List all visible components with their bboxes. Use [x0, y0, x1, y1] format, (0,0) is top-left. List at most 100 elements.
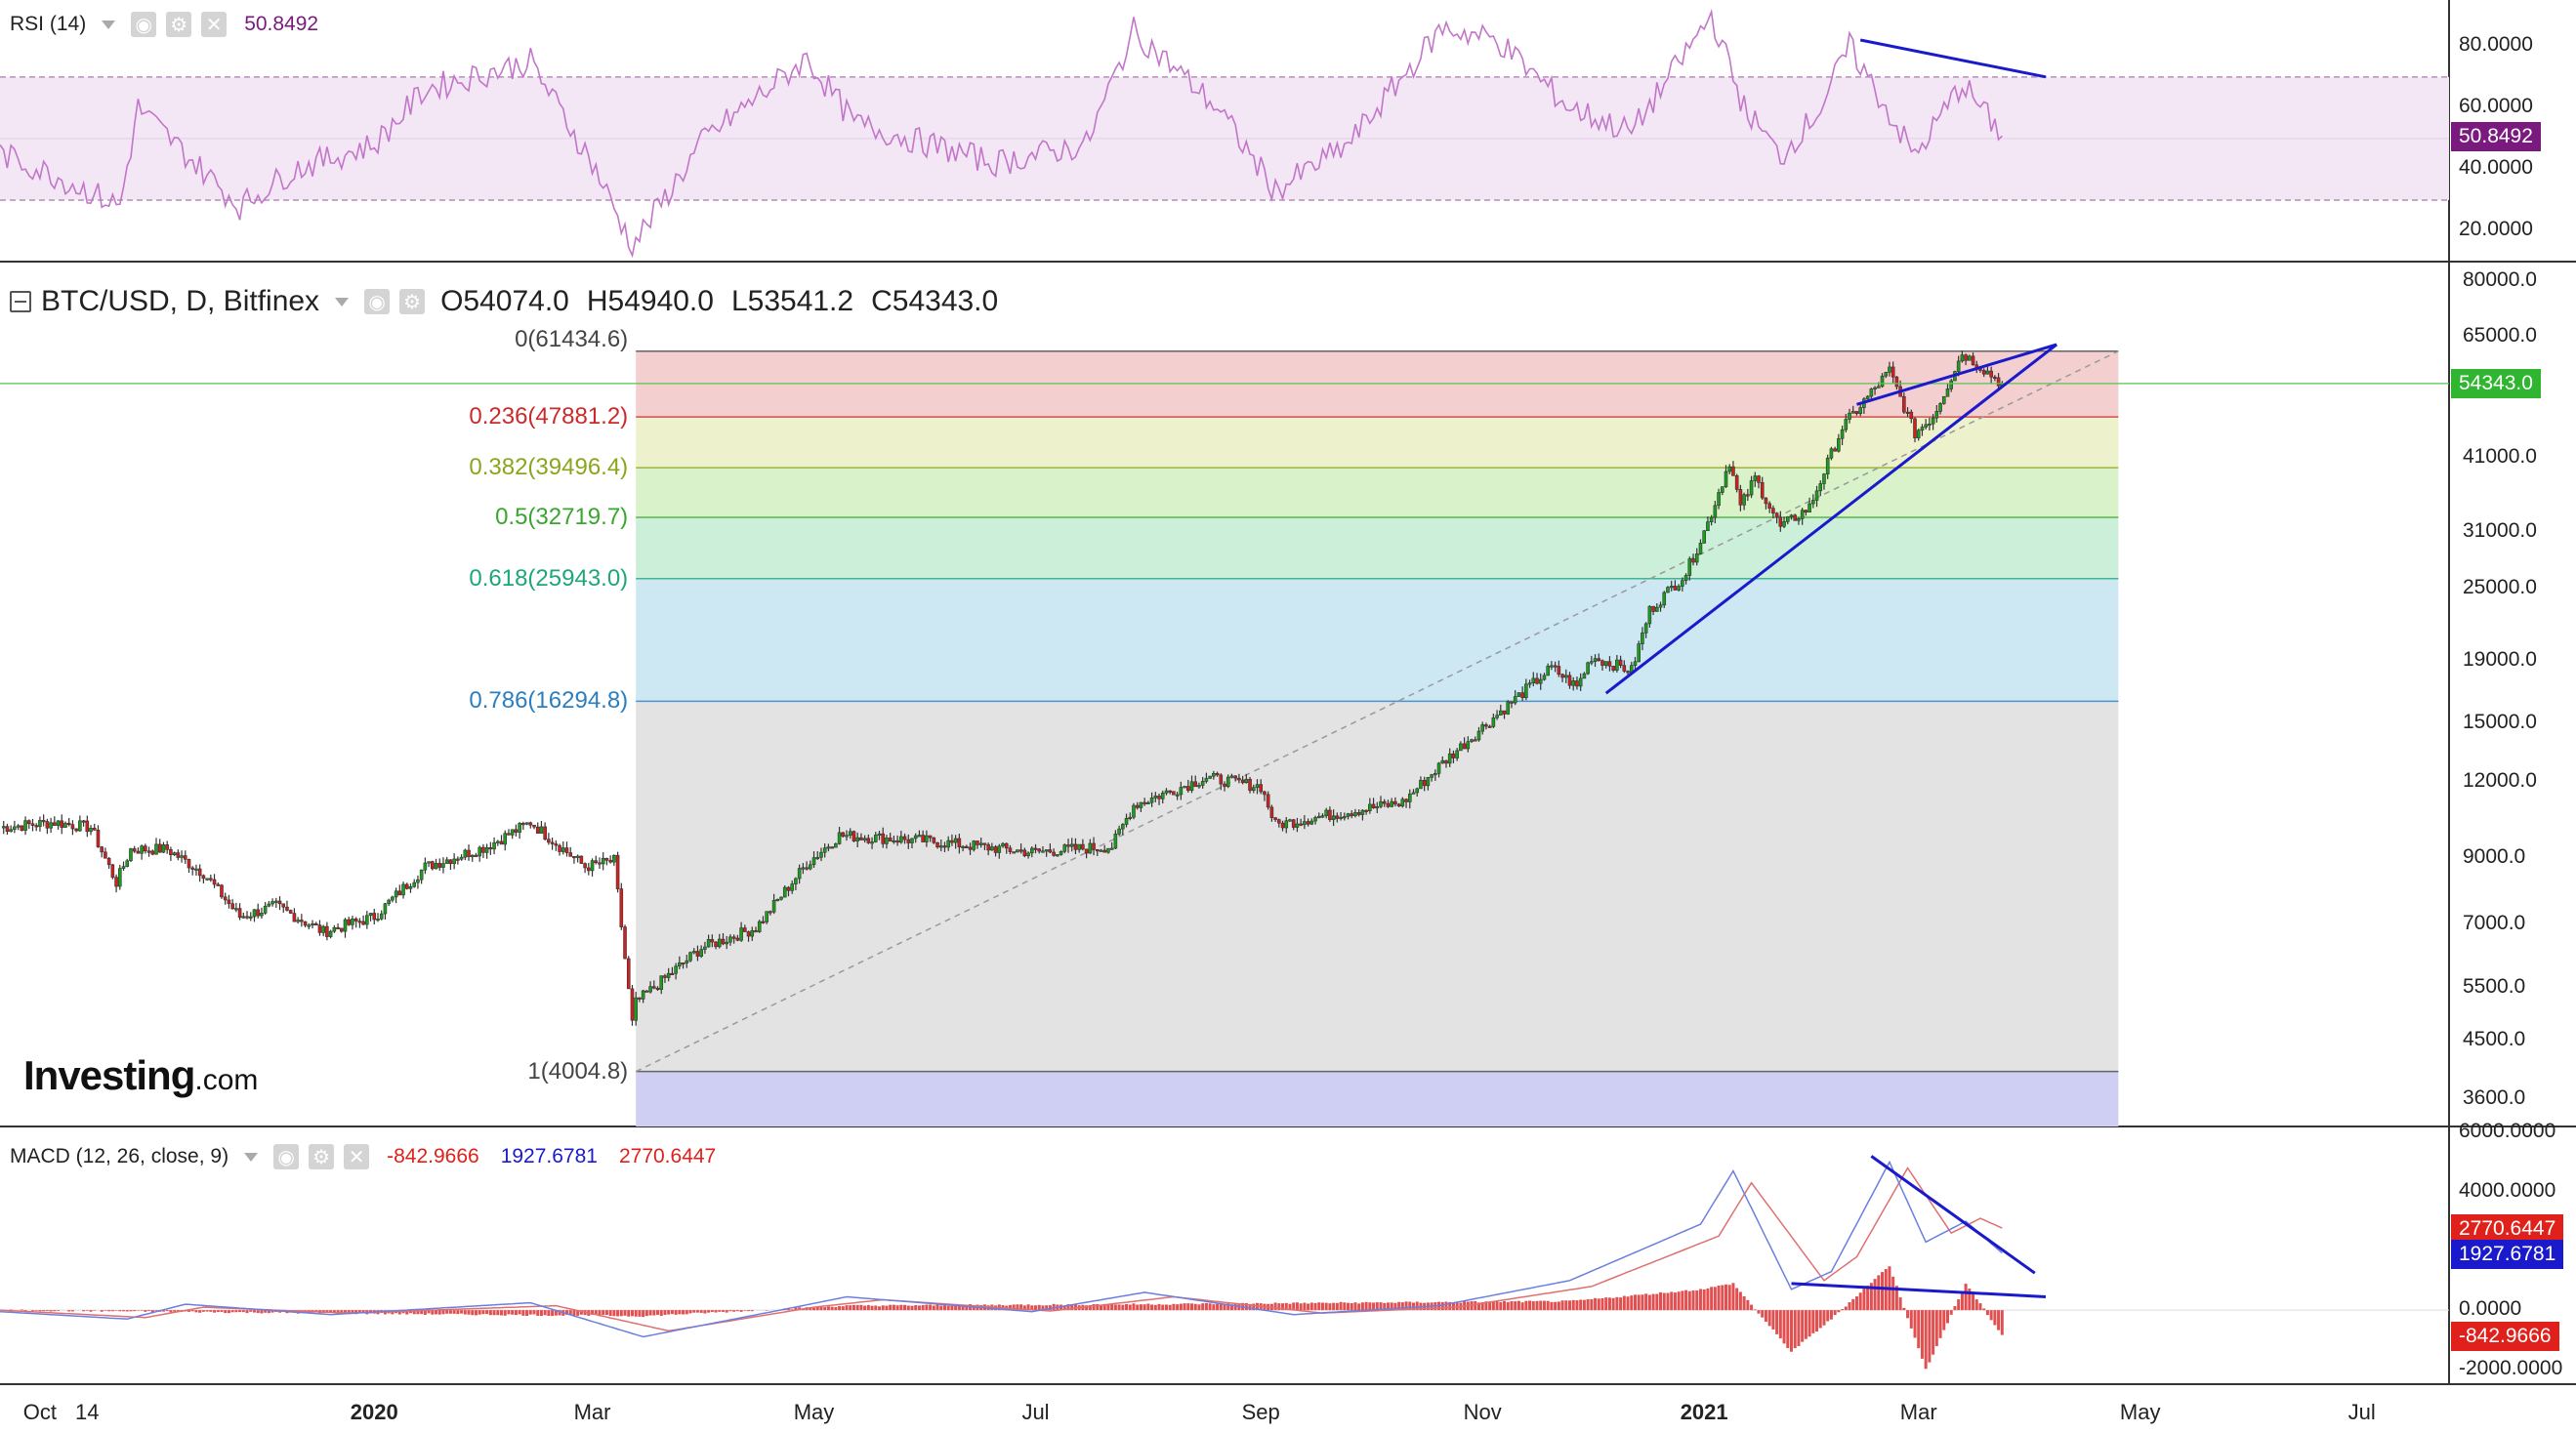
macd-histogram-bar: [1622, 1295, 1626, 1311]
candle: [1717, 492, 1721, 507]
candle: [1771, 508, 1775, 514]
candle: [1255, 784, 1260, 789]
candle: [859, 837, 863, 840]
candle: [1066, 844, 1070, 847]
price-axis-label: 80000.0: [2463, 268, 2537, 292]
macd-histogram-bar: [1212, 1304, 1216, 1311]
candle: [782, 886, 787, 898]
trendlines[interactable]: [1604, 38, 2058, 1298]
candle: [695, 951, 700, 957]
candle: [598, 862, 602, 865]
candle: [1088, 842, 1093, 854]
macd-axis-label: 6000.0000: [2459, 1120, 2556, 1143]
close-icon[interactable]: ✕: [344, 1144, 370, 1169]
macd-histogram-bar: [532, 1310, 536, 1315]
macd-histogram-bar: [361, 1310, 365, 1314]
macd-histogram-bar: [1281, 1303, 1285, 1311]
macd-histogram-bar: [1368, 1302, 1372, 1311]
gear-icon[interactable]: ⚙: [399, 289, 426, 314]
collapse-icon[interactable]: [10, 291, 31, 312]
candle: [1193, 781, 1198, 788]
macd-histogram-bar: [260, 1310, 264, 1314]
candle: [678, 962, 682, 967]
candle: [427, 861, 431, 864]
candle: [638, 997, 642, 1000]
macd-histogram-bar: [220, 1310, 224, 1312]
macd-histogram-bar: [1590, 1298, 1594, 1311]
candle: [34, 825, 39, 828]
macd-legend[interactable]: MACD (12, 26, close, 9) ◉ ⚙ ✕ -842.9666 1…: [10, 1144, 716, 1169]
candle: [1160, 793, 1165, 799]
candle: [456, 858, 460, 861]
candle: [615, 854, 620, 889]
price-legend[interactable]: BTC/USD, D, Bitfinex ◉ ⚙ O54074.0 H54940.…: [10, 285, 1016, 318]
macd-histogram-bar: [1575, 1300, 1579, 1311]
close-icon[interactable]: ✕: [201, 12, 228, 37]
macd-histogram-bar: [1764, 1310, 1767, 1323]
macd-histogram-bar: [1702, 1289, 1706, 1311]
candle: [154, 843, 158, 855]
chevron-down-icon[interactable]: [335, 297, 350, 307]
macd-histogram-bar: [412, 1310, 416, 1315]
price-axis-label: 15000.0: [2463, 710, 2537, 733]
macd-histogram-bar: [460, 1310, 464, 1314]
candle: [1280, 822, 1285, 829]
macd-histogram-bar: [1491, 1300, 1495, 1311]
macd-histogram-bar: [437, 1310, 441, 1315]
candle: [205, 878, 209, 880]
candle: [401, 883, 405, 896]
macd-histogram-bar: [1724, 1284, 1728, 1311]
macd-histogram-bar: [1801, 1310, 1805, 1342]
macd-histogram-bar: [1677, 1291, 1681, 1311]
macd-histogram-bar: [1848, 1302, 1851, 1311]
candle: [1440, 759, 1445, 764]
candle: [870, 841, 874, 844]
candle: [161, 844, 166, 853]
macd-histogram-bar: [1347, 1302, 1350, 1311]
chevron-down-icon[interactable]: [244, 1152, 259, 1162]
macd-histogram-bar: [245, 1310, 249, 1314]
candle: [1590, 661, 1594, 664]
macd-histogram-bar: [1052, 1303, 1056, 1311]
macd-histogram-bar: [798, 1307, 802, 1311]
macd-histogram-bar: [1938, 1310, 1942, 1338]
candle: [1, 826, 6, 829]
gear-icon[interactable]: ⚙: [166, 12, 192, 37]
macd-histogram-bar: [1557, 1301, 1560, 1311]
candle: [1837, 437, 1841, 452]
eye-icon[interactable]: ◉: [131, 12, 157, 37]
fibonacci-retracement[interactable]: [635, 349, 2119, 1126]
candle: [1909, 411, 1914, 420]
candle: [590, 860, 595, 872]
candle: [1422, 779, 1427, 787]
macd-histogram-bar: [906, 1305, 910, 1311]
macd-histogram-bar: [558, 1310, 561, 1316]
fib-level-label: 0.618(25943.0): [469, 564, 629, 592]
macd-histogram-bar: [1499, 1301, 1503, 1311]
macd-histogram-bar: [1030, 1305, 1034, 1311]
macd-histogram-bar: [598, 1310, 602, 1317]
macd-histogram-bar: [1062, 1305, 1066, 1311]
candle: [274, 900, 278, 903]
eye-icon[interactable]: ◉: [364, 289, 391, 314]
macd-histogram-bar: [1666, 1292, 1670, 1311]
macd-histogram-bar: [1881, 1272, 1885, 1311]
candle: [1121, 824, 1125, 830]
macd-histogram-bar: [448, 1310, 452, 1314]
macd-histogram-bar: [1495, 1301, 1499, 1311]
candle: [1600, 660, 1604, 666]
macd-histogram-bar: [1022, 1305, 1026, 1311]
candle: [612, 854, 616, 863]
gear-icon[interactable]: ⚙: [309, 1144, 335, 1169]
candle: [1949, 380, 1954, 389]
chevron-down-icon[interactable]: [102, 20, 116, 29]
macd-histogram-bar: [1102, 1304, 1106, 1311]
rsi-legend[interactable]: RSI (14) ◉ ⚙ ✕ 50.8492: [10, 12, 318, 37]
candle: [351, 918, 354, 925]
rsi-axis-label: 20.0000: [2459, 218, 2533, 241]
macd-histogram-bar: [452, 1310, 456, 1314]
candle: [1269, 806, 1274, 818]
eye-icon[interactable]: ◉: [273, 1144, 300, 1169]
candle: [1563, 675, 1568, 678]
